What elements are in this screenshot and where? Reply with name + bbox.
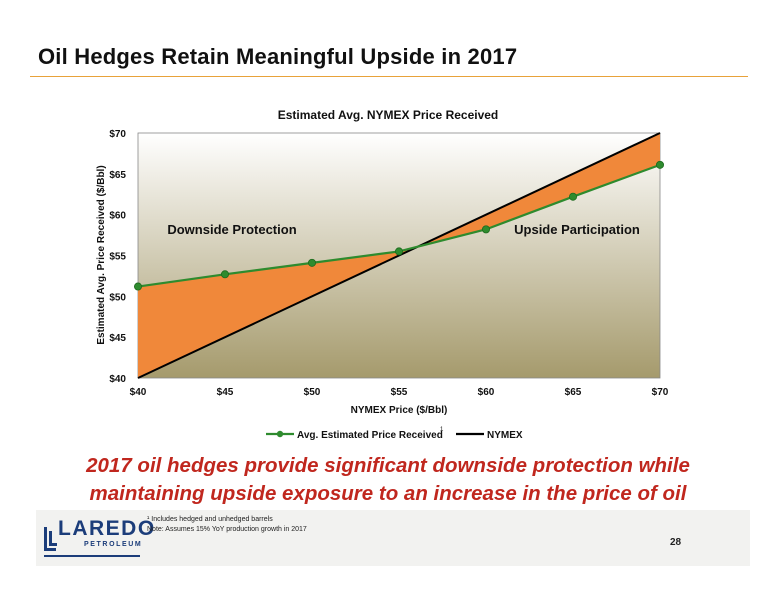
avg-price-point [569, 192, 578, 201]
headline-line-1: 2017 oil hedges provide significant down… [86, 454, 690, 477]
x-tick-label: $50 [304, 387, 321, 398]
logo-subtitle: PETROLEUM [84, 541, 143, 548]
x-axis-label: NYMEX Price ($/Bbl) [351, 405, 448, 416]
x-tick-label: $45 [217, 387, 234, 398]
avg-price-point [394, 247, 403, 256]
avg-price-point [307, 258, 316, 267]
nymex-series-line [137, 132, 661, 379]
footnote-1: ¹ Includes hedged and unhedged barrels [147, 516, 273, 523]
x-tick-label: $60 [478, 387, 495, 398]
avg-price-point [481, 225, 490, 234]
legend-avg-marker [276, 430, 284, 438]
page-number: 28 [670, 537, 682, 548]
footnote-2: Note: Assumes 15% YoY production growth … [147, 526, 307, 533]
y-tick-label: $70 [109, 129, 126, 140]
y-tick-label: $65 [109, 170, 126, 181]
headline-line-2: maintaining upside exposure to an increa… [89, 482, 687, 505]
footer-box [36, 510, 750, 566]
annotation-upside: Upside Participation [514, 222, 640, 237]
slide-title: Oil Hedges Retain Meaningful Upside in 2… [38, 44, 518, 69]
x-tick-label: $55 [391, 387, 408, 398]
annotation-downside: Downside Protection [167, 222, 296, 237]
chart-title: Estimated Avg. NYMEX Price Received [277, 108, 499, 122]
y-tick-label: $40 [109, 374, 126, 385]
legend-avg-label: Avg. Estimated Price Received [297, 430, 443, 441]
x-tick-label: $40 [130, 387, 147, 398]
y-tick-label: $60 [109, 211, 126, 222]
headline: 2017 oil hedges provide significant down… [20, 452, 756, 508]
y-tick-label: $45 [109, 333, 126, 344]
x-tick-label: $70 [652, 387, 669, 398]
y-tick-label: $55 [109, 252, 126, 263]
logo-word: LAREDO [58, 517, 156, 540]
legend: Avg. Estimated Price Received 1 NYMEX [266, 427, 523, 441]
title-rule [30, 76, 748, 77]
y-tick-label: $50 [109, 292, 126, 303]
y-axis-label: Estimated Avg. Price Received ($/Bbl) [96, 165, 107, 344]
x-tick-label: $65 [565, 387, 582, 398]
avg-price-point [656, 160, 665, 169]
legend-nymex-label: NYMEX [487, 430, 523, 441]
avg-price-point [133, 282, 142, 291]
legend-avg-superscript: 1 [440, 427, 444, 433]
laredo-logo-icon [44, 527, 140, 557]
hedge-chart: $40 $45 $50 $55 $60 $65 $70 $40 $45 $50 $55 $60 $65… [96, 129, 669, 441]
avg-price-point [220, 270, 229, 279]
